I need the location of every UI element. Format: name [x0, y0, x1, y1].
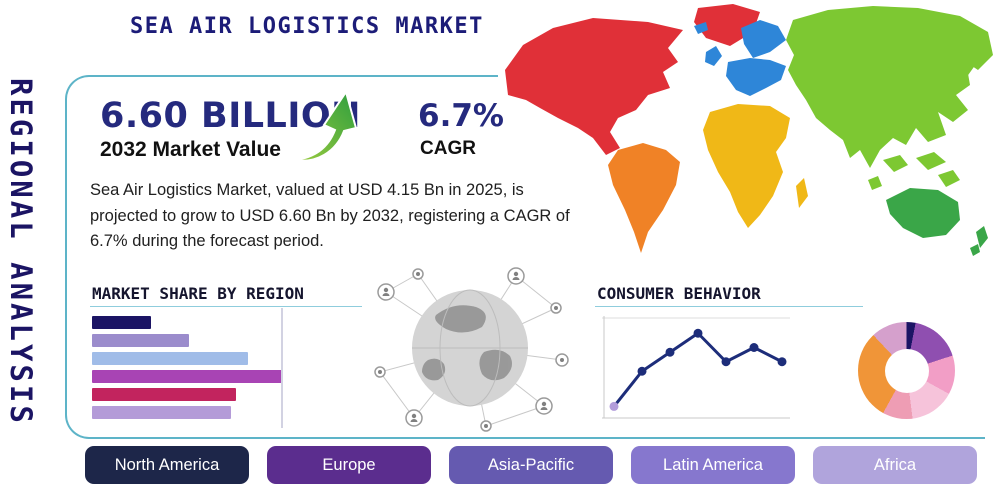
consumer-behavior-underline	[595, 306, 863, 307]
continent-south-america	[608, 143, 680, 253]
region-donut-chart	[858, 322, 955, 419]
consumer-behavior-line-chart	[598, 312, 793, 428]
continent-africa	[703, 104, 808, 228]
market-share-bar-1	[92, 316, 151, 329]
market-share-bar-6	[92, 406, 231, 419]
bar-chart-axis-line	[281, 308, 283, 428]
growth-arrow-icon	[288, 84, 360, 166]
market-share-bar-5	[92, 388, 237, 401]
market-share-bar-chart	[92, 316, 282, 424]
cagr-value: 6.7%	[418, 98, 504, 134]
region-button-asia-pacific[interactable]: Asia-Pacific	[449, 446, 613, 484]
market-share-bar-3	[92, 352, 248, 365]
market-value-caption: 2032 Market Value	[100, 138, 281, 161]
world-map	[498, 0, 1000, 265]
market-description: Sea Air Logistics Market, valued at USD …	[90, 181, 570, 251]
consumer-behavior-section-title: CONSUMER BEHAVIOR	[597, 284, 761, 303]
region-button-latin-america[interactable]: Latin America	[631, 446, 795, 484]
continent-asia	[786, 6, 993, 190]
side-label-regional-analysis: REGIONAL ANALYSIS	[4, 78, 38, 426]
globe-network-icon	[366, 260, 574, 435]
world-map-svg	[505, 4, 993, 256]
region-button-africa[interactable]: Africa	[813, 446, 977, 484]
cagr-label: CAGR	[420, 138, 476, 159]
region-button-row: North America Europe Asia-Pacific Latin Ame…	[85, 446, 977, 484]
page-title: SEA AIR LOGISTICS MARKET	[130, 14, 484, 39]
line-point-5	[721, 357, 731, 367]
region-button-europe[interactable]: Europe	[267, 446, 431, 484]
market-share-underline	[90, 306, 362, 307]
line-point-2	[637, 366, 647, 376]
market-share-section-title: MARKET SHARE BY REGION	[92, 284, 304, 303]
market-share-bar-2	[92, 334, 189, 347]
continent-north-america	[505, 18, 683, 155]
donut-hole	[884, 348, 929, 393]
line-point-6	[749, 343, 759, 352]
line-point-3	[665, 347, 675, 357]
line-point-4	[693, 328, 703, 338]
market-share-bar-4	[92, 370, 282, 383]
region-button-north-america[interactable]: North America	[85, 446, 249, 484]
line-point-7	[777, 357, 787, 367]
continent-europe	[694, 20, 786, 96]
line-point-1	[609, 401, 619, 411]
continent-australia	[886, 188, 988, 256]
market-value-stat: 6.60 BILLION	[100, 96, 361, 136]
